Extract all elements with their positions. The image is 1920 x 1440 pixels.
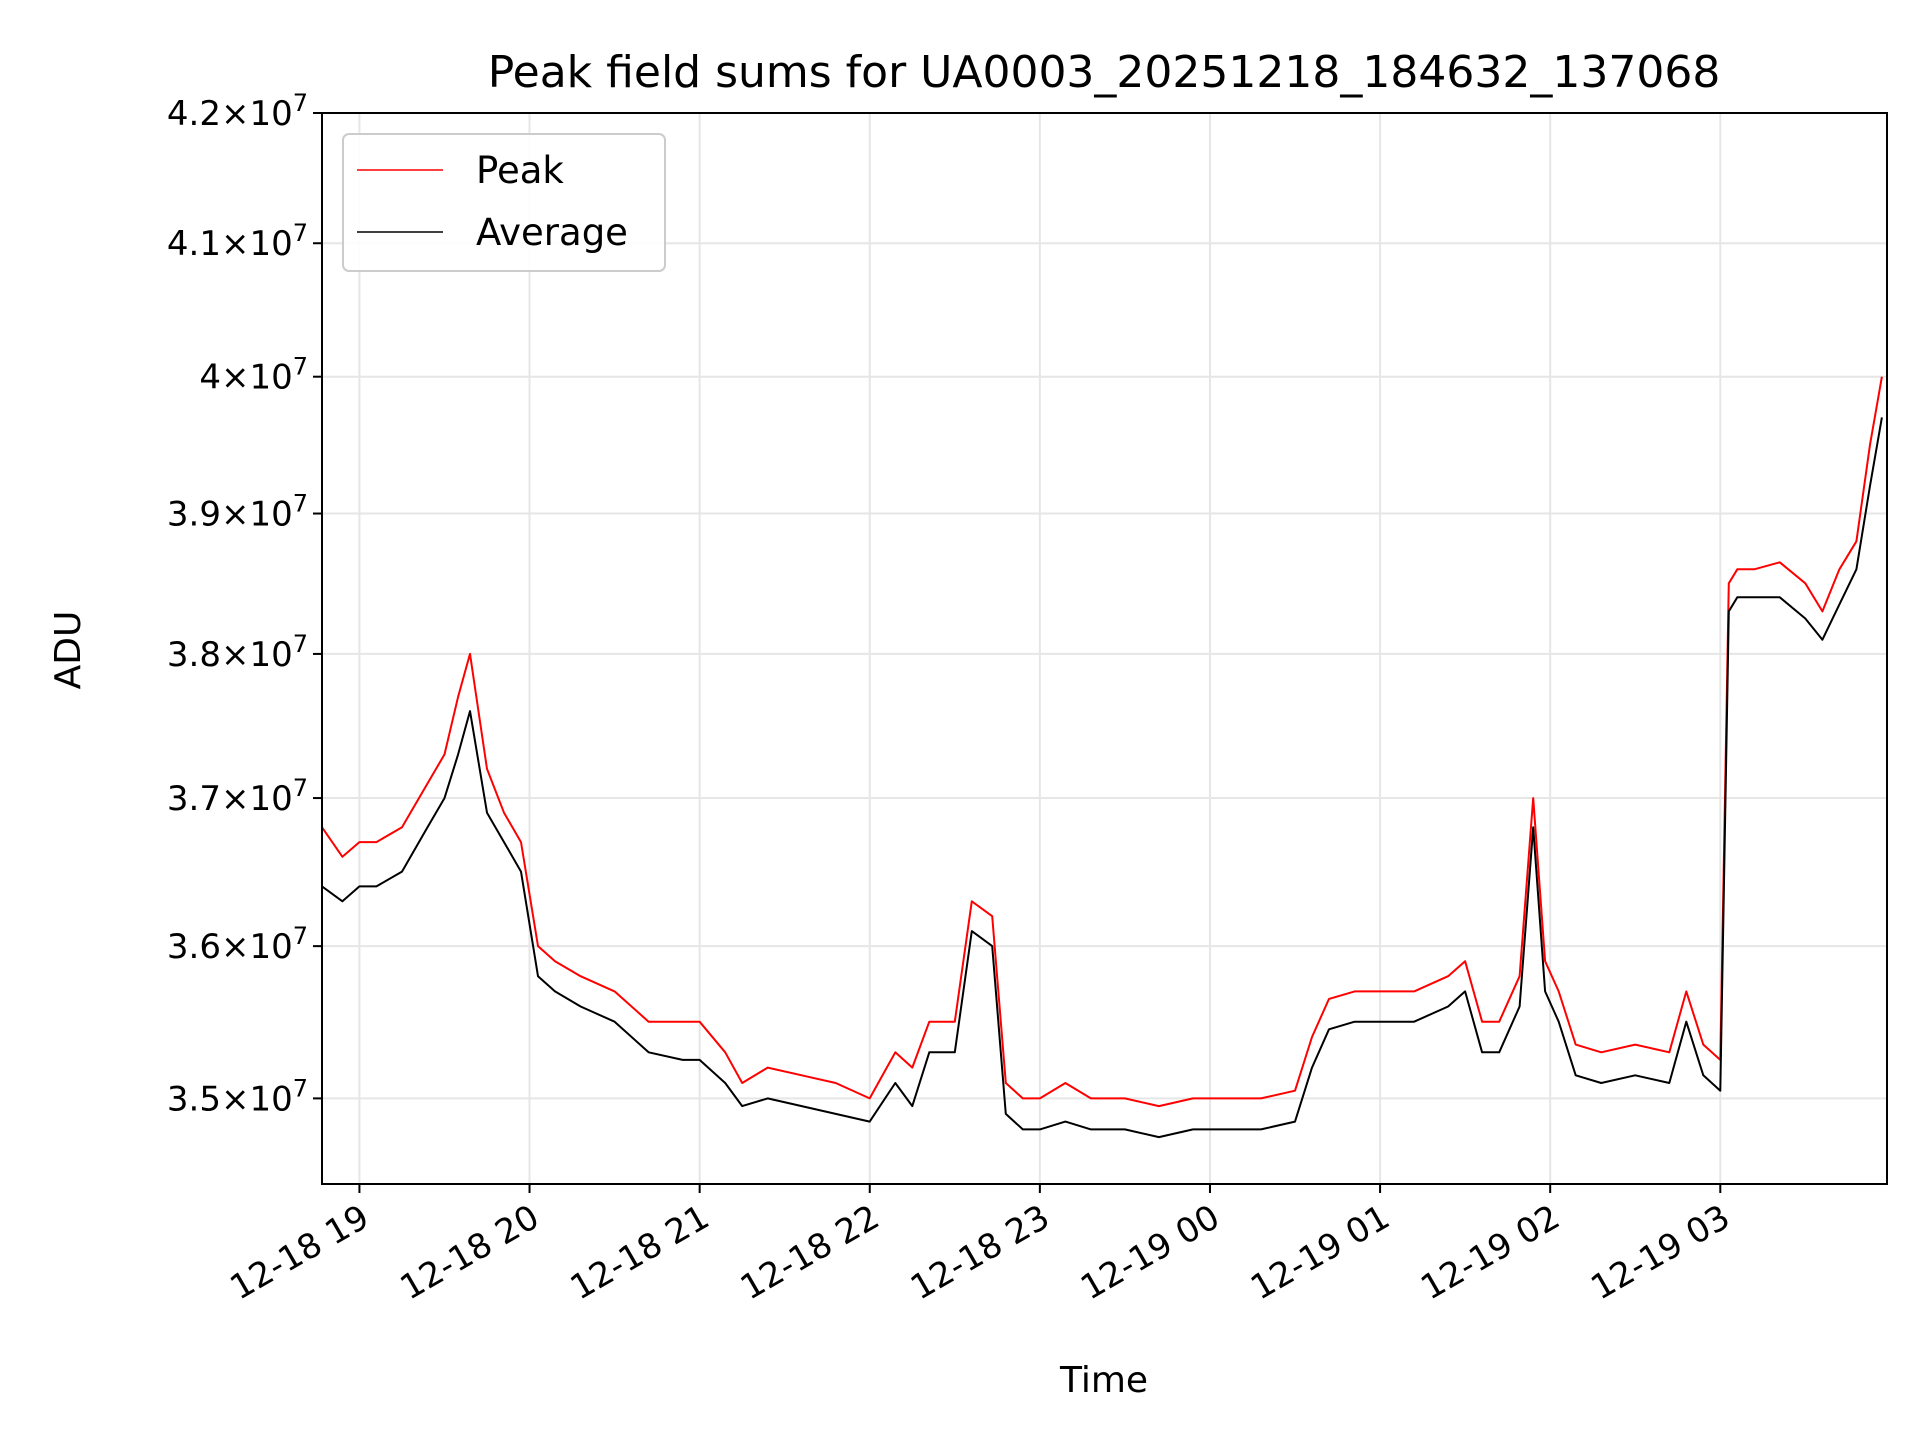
y-tick-label: 4.1×107 [167, 219, 308, 264]
y-tick-mantissa: 3.7 [167, 779, 221, 819]
y-tick-mantissa: 4.1 [167, 224, 221, 264]
y-tick-mantissa: 3.6 [167, 927, 221, 967]
y-tick-times: ×10 [221, 1079, 293, 1119]
y-tick-exponent: 7 [293, 922, 308, 950]
y-tick-times: ×10 [221, 927, 293, 967]
y-tick-exponent: 7 [293, 774, 308, 802]
y-tick-label: 4.2×107 [167, 89, 308, 134]
grid [322, 113, 1887, 1184]
y-tick-times: ×10 [221, 224, 293, 264]
y-tick-mantissa: 4 [199, 358, 221, 398]
y-tick-exponent: 7 [293, 353, 308, 381]
y-tick-times: ×10 [221, 94, 293, 134]
y-tick-label: 3.6×107 [167, 922, 308, 967]
y-tick-mantissa: 3.8 [167, 635, 221, 675]
legend-box [342, 133, 666, 272]
plot-frame [321, 112, 1888, 1185]
y-tick-label: 4×107 [199, 353, 308, 398]
y-tick-label: 3.7×107 [167, 774, 308, 819]
y-tick-times: ×10 [221, 635, 293, 675]
y-tick-mantissa: 4.2 [167, 94, 221, 134]
y-tick-label: 3.5×107 [167, 1074, 308, 1119]
y-tick-exponent: 7 [293, 1074, 308, 1102]
x-axis-title: Time [1059, 1360, 1148, 1401]
y-axis-ticks: 3.5×1073.6×1073.7×1073.8×1073.9×1074×107… [167, 89, 322, 1119]
chart-title: Peak field sums for UA0003_20251218_1846… [488, 47, 1721, 98]
y-tick-times: ×10 [221, 495, 293, 535]
series-line-peak [322, 376, 1883, 1108]
y-tick-exponent: 7 [293, 89, 308, 117]
plot-series [322, 376, 1883, 1139]
series-line-average [322, 417, 1883, 1139]
legend: Peak Average [342, 133, 666, 272]
y-tick-times: ×10 [221, 358, 293, 398]
y-tick-exponent: 7 [293, 219, 308, 247]
legend-label-average: Average [476, 211, 628, 254]
y-tick-exponent: 7 [293, 490, 308, 518]
y-axis-title: ADU [48, 611, 89, 690]
y-tick-label: 3.8×107 [167, 630, 308, 675]
y-tick-exponent: 7 [293, 630, 308, 658]
legend-label-peak: Peak [476, 149, 564, 192]
y-tick-label: 3.9×107 [167, 490, 308, 535]
y-tick-mantissa: 3.9 [167, 495, 221, 535]
y-tick-mantissa: 3.5 [167, 1079, 221, 1119]
y-tick-times: ×10 [221, 779, 293, 819]
